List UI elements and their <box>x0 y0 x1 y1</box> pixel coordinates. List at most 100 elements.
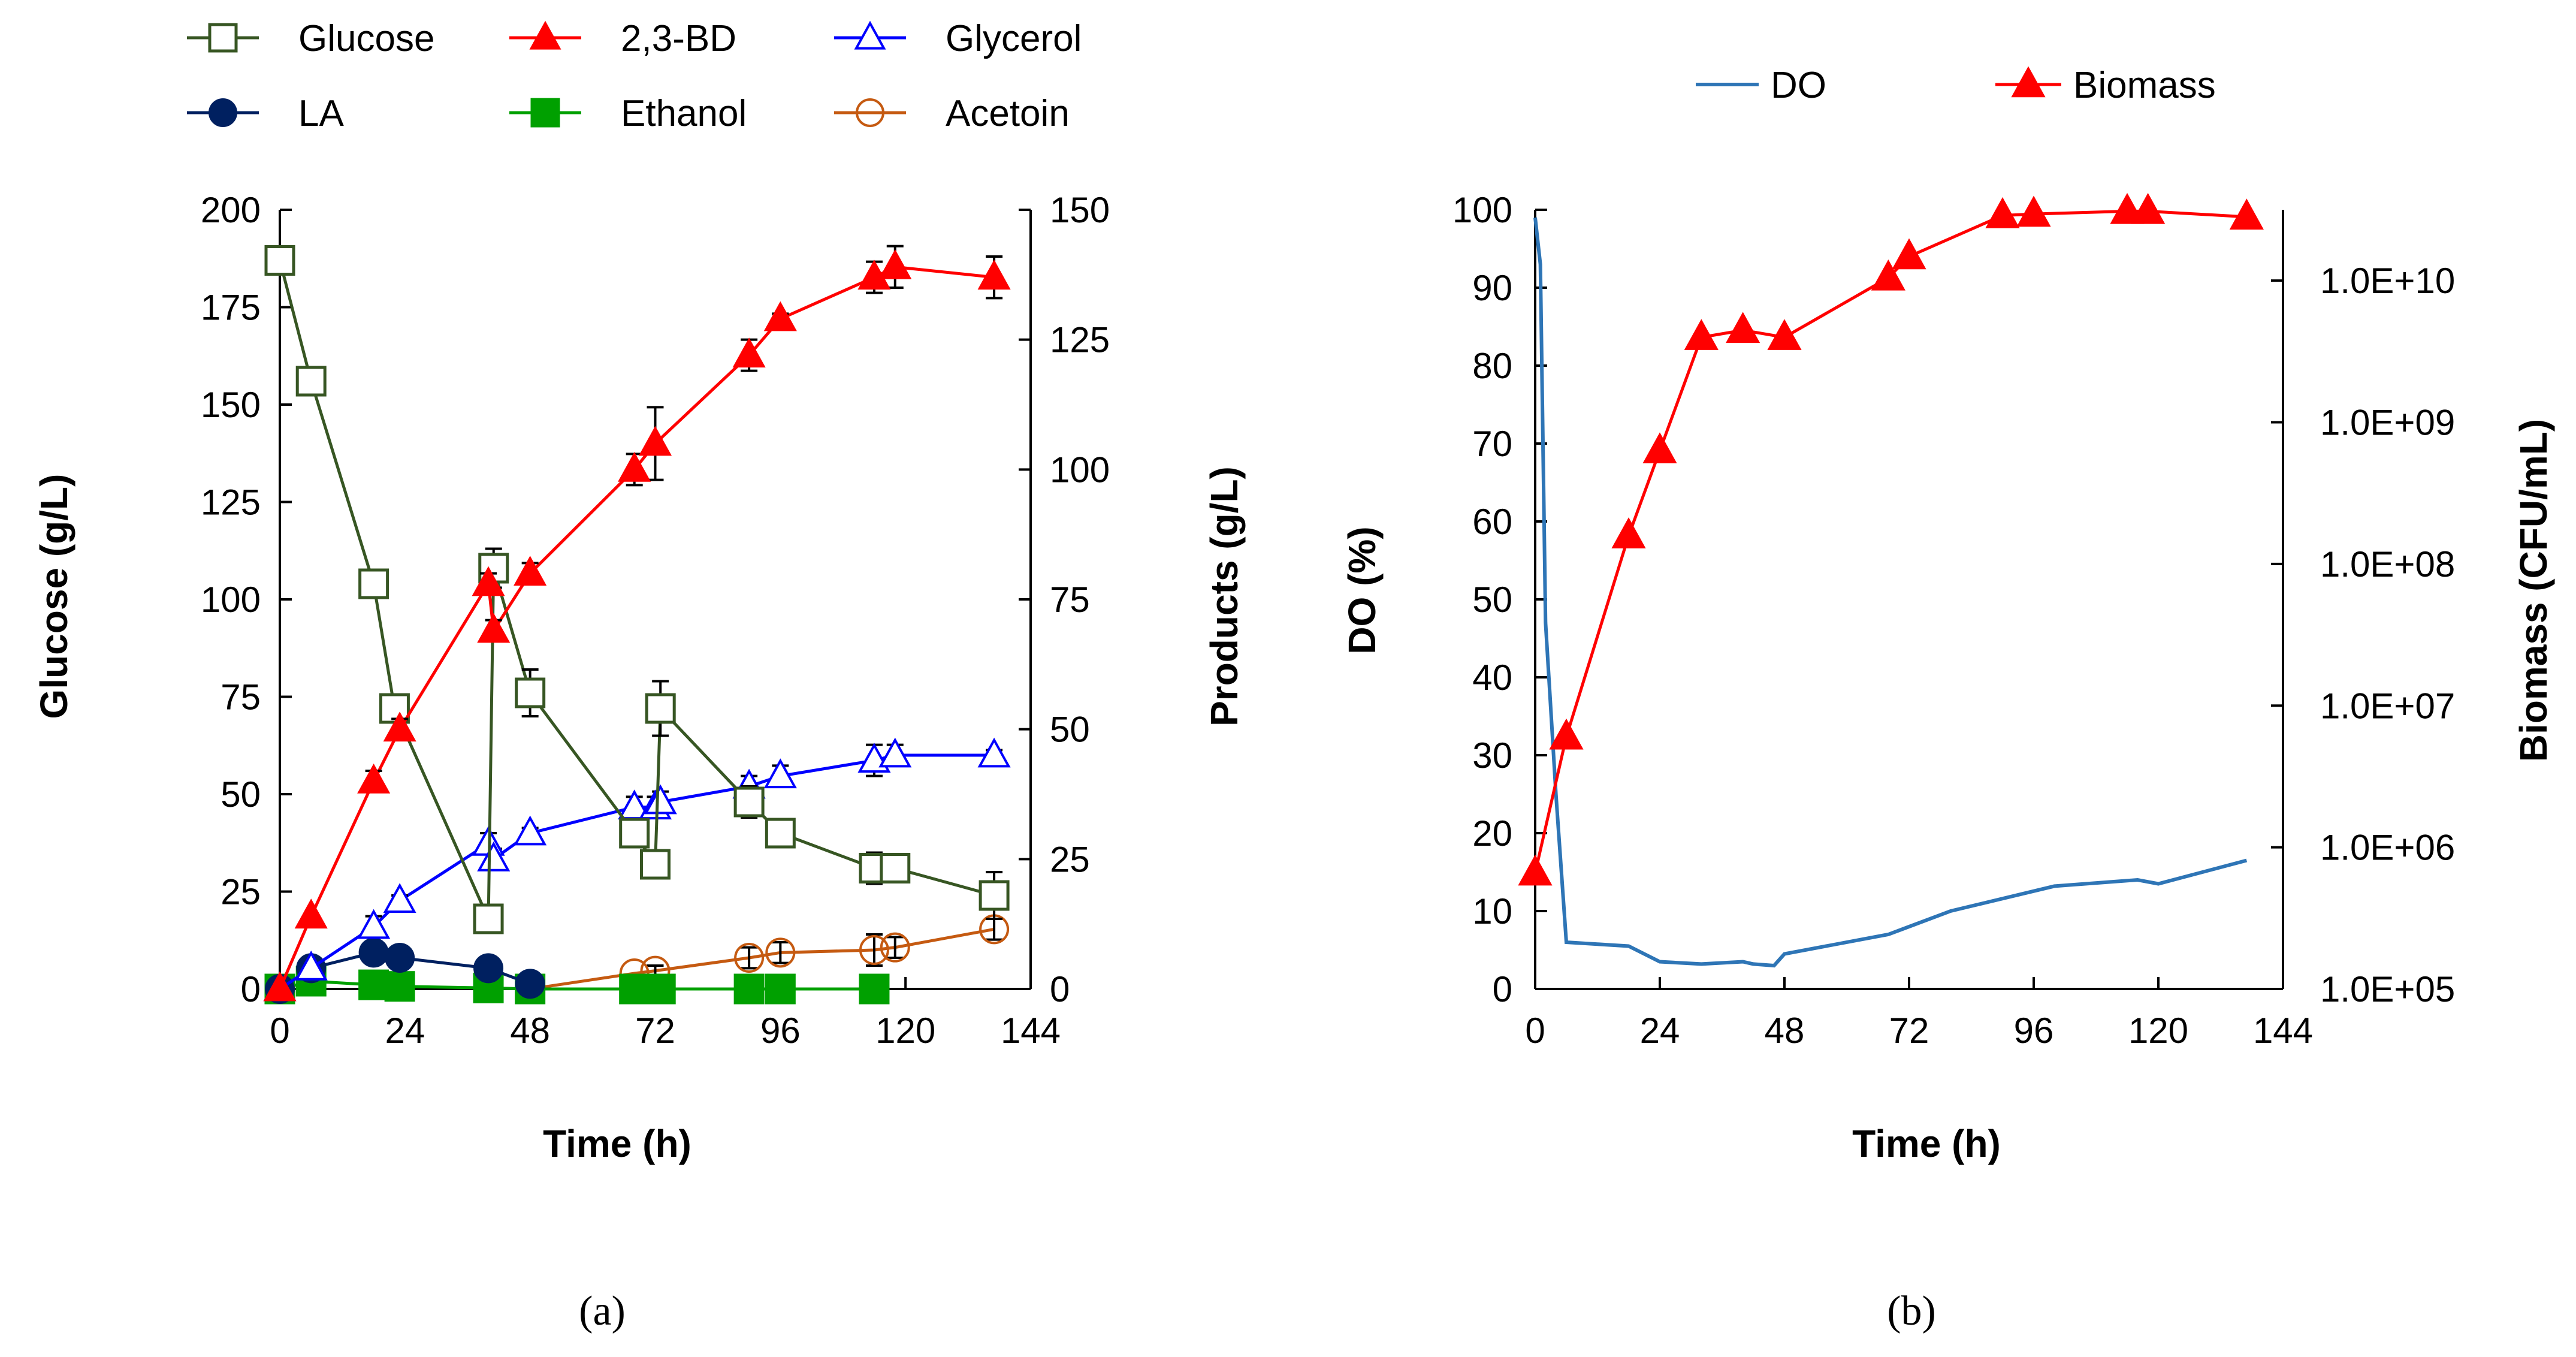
data-point <box>515 969 545 999</box>
data-point <box>878 249 912 279</box>
x-tick-label-a: 48 <box>510 1011 550 1051</box>
y-tick-label-b: 20 <box>1472 813 1512 854</box>
legend-do: DO <box>1771 65 1826 106</box>
data-point <box>979 880 1010 911</box>
legend-marker <box>856 98 884 127</box>
data-point <box>645 693 676 724</box>
data-point <box>477 841 511 872</box>
y-tick-label-a: 50 <box>221 774 261 815</box>
data-point <box>358 969 389 1000</box>
data-point <box>640 849 671 880</box>
data-point <box>618 451 651 482</box>
data-point <box>1892 238 1926 270</box>
data-point <box>514 556 547 586</box>
series-glucose <box>264 245 1010 934</box>
data-point <box>619 818 650 849</box>
y2-tick-label-b: 1.0E+09 <box>2320 403 2455 443</box>
y2-axis-label-a: Products (g/L) <box>1203 466 1246 726</box>
x-tick-label-a: 144 <box>1001 1011 1061 1051</box>
data-point <box>473 953 504 984</box>
legend-glycerol: Glycerol <box>946 18 1082 59</box>
x-tick-label-a: 96 <box>760 1011 801 1051</box>
x-tick-label-b: 0 <box>1525 1011 1545 1051</box>
data-point <box>385 943 415 973</box>
data-point <box>763 301 797 331</box>
data-point <box>733 786 765 818</box>
data-point <box>358 937 389 968</box>
axes-b: 0 10 20 30 40 50 60 70 80 90 100 1.0E+05 1.0E+06 1.0E… <box>1452 190 2455 1051</box>
data-point <box>880 932 910 963</box>
y-axis-label-a: Glucose (g/L) <box>32 474 76 719</box>
x-tick-label-b: 120 <box>2128 1011 2188 1051</box>
series-line <box>1533 209 2247 873</box>
data-point <box>294 950 328 981</box>
series-line <box>1533 217 2248 968</box>
data-point <box>2131 192 2166 224</box>
panel-label-a: (a) <box>579 1288 626 1334</box>
data-point <box>765 973 796 1005</box>
x-tick-label-b: 24 <box>1640 1011 1680 1051</box>
y-tick-label-b: 80 <box>1472 346 1512 386</box>
data-point <box>383 711 416 742</box>
legend-acetoin: Acetoin <box>946 93 1070 134</box>
y2-tick-label-b: 1.0E+06 <box>2320 828 2455 868</box>
legend-marker <box>529 20 561 50</box>
data-point <box>765 818 796 849</box>
data-point <box>644 784 677 815</box>
y-tick-label-b: 70 <box>1472 424 1512 464</box>
data-point <box>734 943 765 973</box>
legend-biomass: Biomass <box>2073 65 2216 106</box>
y-tick-label-b: 30 <box>1472 735 1512 776</box>
series-ethanol <box>264 966 890 1005</box>
series-acetoin <box>530 914 1010 991</box>
y-tick-label-a: 200 <box>201 190 261 230</box>
y-axis-label-b: DO (%) <box>1340 526 1384 654</box>
data-point <box>765 937 796 968</box>
series-b <box>1518 192 2264 968</box>
y2-tick-label-a: 100 <box>1050 450 1110 490</box>
y-tick-label-a: 125 <box>201 483 261 523</box>
y-tick-label-b: 100 <box>1452 190 1512 230</box>
y-tick-label-a: 100 <box>201 580 261 620</box>
data-point <box>473 903 504 934</box>
data-point <box>384 971 415 1002</box>
data-point <box>477 613 511 643</box>
y2-tick-label-a: 125 <box>1050 320 1110 360</box>
series-do <box>1533 217 2248 968</box>
data-point <box>294 898 328 929</box>
data-point <box>1726 312 1760 343</box>
data-point <box>264 245 295 276</box>
series-a <box>263 245 1011 1005</box>
legend-a: Glucose 2,3-BD Glycerol LA Ethanol Aceto… <box>187 18 1082 134</box>
legend-glucose: Glucose <box>298 18 434 59</box>
legend-la: LA <box>298 93 344 134</box>
data-point <box>1518 854 1553 886</box>
panel-label-b: (b) <box>1887 1288 1936 1334</box>
series-biomass <box>1518 192 2264 886</box>
legend-23bd: 2,3-BD <box>621 18 736 59</box>
data-point <box>1642 432 1677 464</box>
data-point <box>2229 198 2264 230</box>
chart-a: Glucose 2,3-BD Glycerol LA Ethanol Aceto… <box>32 18 1246 1334</box>
legend-marker <box>2011 66 2046 98</box>
data-point <box>1549 718 1584 750</box>
data-point <box>2016 195 2051 227</box>
data-point <box>645 973 676 1005</box>
y-tick-label-a: 175 <box>201 288 261 328</box>
y2-tick-label-b: 1.0E+10 <box>2320 261 2455 301</box>
data-point <box>638 426 672 456</box>
y2-tick-label-b: 1.0E+08 <box>2320 544 2455 584</box>
legend-marker <box>854 20 886 50</box>
series-23bd <box>263 245 1011 1002</box>
y2-tick-label-a: 0 <box>1050 969 1070 1009</box>
data-point <box>1767 319 1802 350</box>
data-point <box>1871 259 1905 291</box>
data-point <box>358 568 389 599</box>
y2-tick-label-a: 75 <box>1050 580 1090 620</box>
x-tick-label-b: 144 <box>2253 1011 2313 1051</box>
x-tick-label-a: 0 <box>270 1011 289 1051</box>
x-tick-label-a: 72 <box>635 1011 675 1051</box>
x-tick-label-b: 96 <box>2014 1011 2054 1051</box>
y-tick-label-a: 150 <box>201 385 261 425</box>
